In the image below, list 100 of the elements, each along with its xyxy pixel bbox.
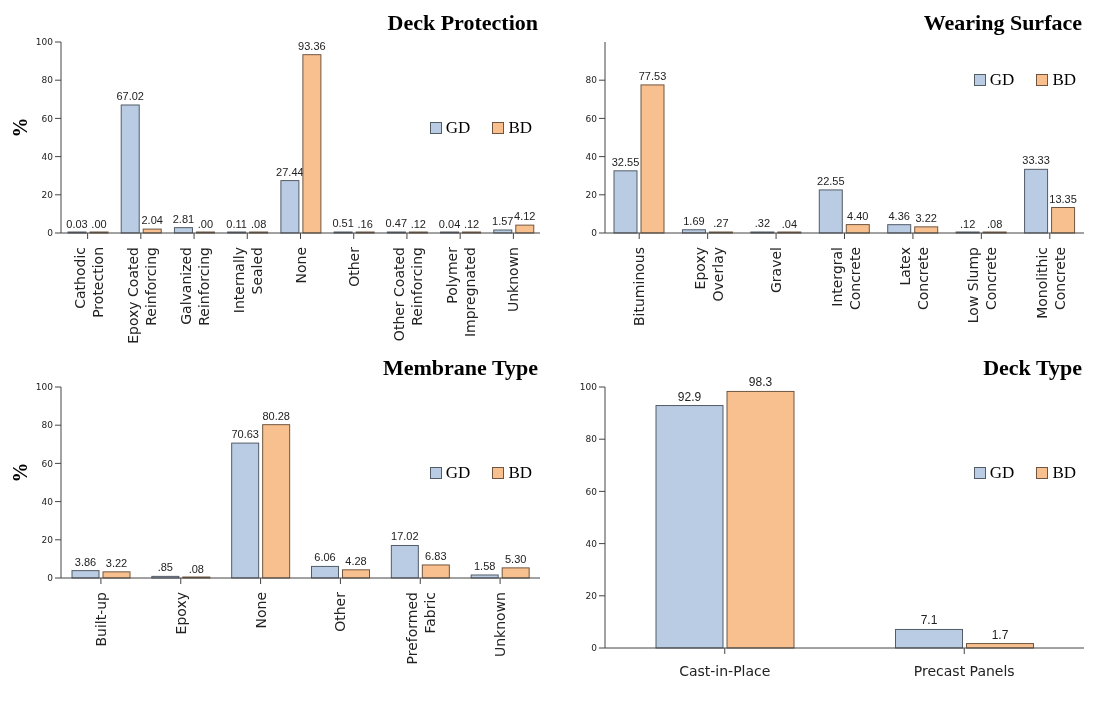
x-tick-label: Cathodic Protection [71, 247, 106, 318]
y-tick-label: 60 [585, 113, 598, 124]
x-tick-label: None [252, 592, 269, 629]
data-label: 1.69 [683, 214, 705, 227]
data-label: .08 [986, 217, 1003, 230]
data-label: .85 [157, 561, 173, 574]
y-tick-label: 80 [585, 75, 598, 86]
y-tick-label: 20 [41, 534, 54, 545]
x-tick-label: Epoxy Coated Reinforcing [124, 247, 159, 344]
x-tick-label: Epoxy Overlay [691, 247, 726, 302]
y-tick-label: 0 [47, 228, 54, 239]
y-tick-label: 20 [585, 590, 598, 601]
x-tick-label: Built-up [92, 591, 109, 647]
data-label: .04 [781, 217, 798, 230]
data-label: 7.1 [920, 613, 938, 628]
data-label: 93.36 [298, 39, 326, 52]
data-label: 4.40 [847, 209, 869, 222]
y-tick-label: 0 [591, 643, 598, 654]
x-tick-label: Polymer Impregnated [444, 246, 479, 338]
data-label: .00 [197, 218, 214, 230]
x-tick-label: Cast-in-Place [679, 663, 771, 679]
x-tick-label: None [292, 247, 309, 284]
data-label: .12 [410, 217, 426, 230]
chart-title: Deck Type [983, 355, 1082, 381]
x-tick-label: Unknown [492, 592, 509, 657]
data-label: 1.7 [991, 627, 1009, 642]
data-label: 0.51 [332, 217, 354, 230]
legend-label: BD [507, 118, 532, 139]
legend-label: BD [1051, 70, 1076, 90]
y-tick-label: 60 [41, 458, 54, 469]
data-label: 4.28 [345, 554, 367, 567]
chart-title: Membrane Type [383, 355, 538, 381]
data-label: .27 [713, 217, 729, 230]
y-tick-label: 100 [579, 382, 598, 393]
x-tick-label: Monolithic Concrete [1033, 247, 1068, 319]
x-tick-label: Bituminous [631, 247, 648, 326]
x-tick-label: Gravel [768, 247, 785, 293]
y-axis-title: % [9, 117, 32, 138]
data-label: .08 [188, 562, 204, 575]
y-tick-label: 80 [585, 434, 598, 445]
chart-title: Deck Protection [387, 10, 538, 36]
x-tick-label: Unknown [505, 247, 522, 312]
x-tick-label: Galvanized Reinforcing [178, 247, 213, 326]
legend-label: BD [1051, 463, 1076, 484]
data-label: 32.55 [611, 155, 640, 168]
data-label: 4.36 [888, 209, 910, 222]
data-label: 17.02 [391, 530, 419, 543]
x-tick-label: Precast Panels [913, 663, 1015, 679]
y-tick-label: 80 [41, 75, 54, 86]
data-label: 3.22 [915, 211, 937, 224]
y-tick-label: 80 [41, 420, 54, 431]
data-label: 1.58 [473, 559, 496, 572]
data-label: 2.04 [141, 214, 163, 227]
data-label: .12 [463, 217, 480, 230]
data-label: 4.12 [514, 210, 536, 223]
y-tick-label: 0 [591, 228, 598, 239]
data-label: 33.33 [1022, 154, 1050, 167]
y-axis-title: % [9, 462, 32, 483]
x-tick-label: Latex Concrete [896, 247, 931, 311]
data-label: .00 [91, 218, 107, 230]
x-tick-label: Other [345, 246, 362, 287]
x-tick-label: Other Coated Reinforcing [390, 247, 425, 342]
data-label: 6.83 [425, 549, 447, 562]
data-label: 0.11 [226, 217, 247, 230]
data-label: 3.86 [74, 555, 97, 568]
data-label: 0.04 [438, 217, 461, 230]
x-tick-label: Intergral Concrete [828, 247, 863, 311]
chart-title: Wearing Surface [923, 10, 1082, 36]
y-tick-label: 60 [41, 113, 54, 124]
data-label: .08 [251, 217, 267, 230]
data-label: 77.53 [638, 69, 667, 82]
legend-label: BD [507, 463, 532, 484]
y-tick-label: 20 [41, 190, 54, 200]
data-label: 6.06 [314, 551, 336, 564]
data-label: 3.22 [105, 556, 128, 569]
y-tick-label: 0 [47, 573, 54, 584]
legend-label: GD [444, 463, 471, 484]
data-label: 80.28 [262, 409, 290, 422]
legend-label: GD [444, 118, 471, 139]
y-tick-label: 40 [41, 151, 54, 162]
y-tick-label: 40 [585, 151, 598, 162]
data-label: 92.9 [677, 389, 702, 404]
x-tick-label: Other [332, 591, 349, 632]
data-label: .32 [754, 217, 771, 230]
data-label: 70.63 [231, 428, 259, 441]
y-tick-label: 40 [41, 496, 54, 507]
legend-label: GD [988, 463, 1015, 484]
y-tick-label: 60 [585, 486, 598, 497]
legend-label: GD [988, 70, 1015, 90]
data-label: 22.55 [817, 174, 845, 187]
y-tick-label: 100 [35, 37, 54, 48]
y-tick-label: 100 [35, 382, 54, 393]
data-label: 2.81 [172, 212, 195, 225]
data-label: .16 [357, 217, 373, 230]
x-tick-label: Preformed Fabric [404, 592, 439, 665]
y-tick-label: 20 [585, 190, 598, 200]
data-label: 98.3 [748, 375, 773, 390]
y-tick-label: 40 [585, 538, 598, 549]
data-label: 1.57 [492, 215, 514, 227]
x-tick-label: Internally Sealed [231, 247, 266, 314]
